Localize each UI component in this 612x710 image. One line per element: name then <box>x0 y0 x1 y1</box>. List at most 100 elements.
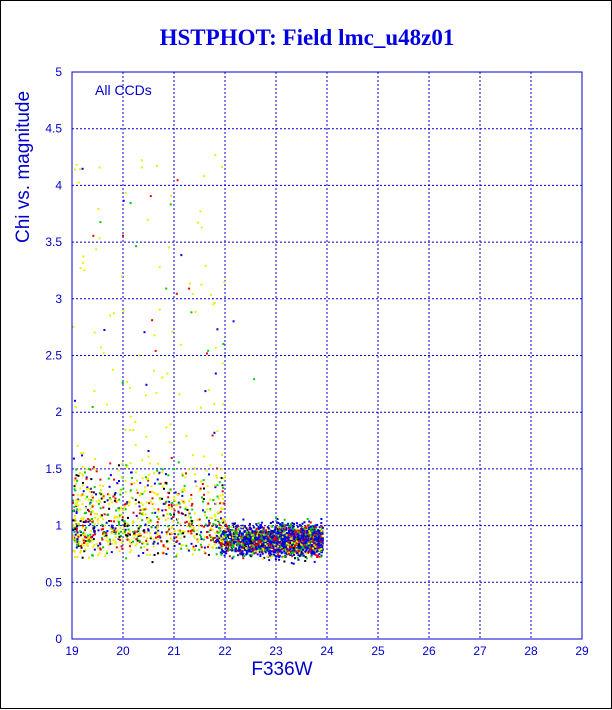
data-point <box>300 536 303 539</box>
data-point <box>142 552 145 554</box>
data-point <box>301 552 304 555</box>
data-point <box>209 509 212 512</box>
data-point <box>145 507 148 510</box>
data-point <box>232 544 235 547</box>
data-point <box>135 471 137 474</box>
data-point <box>137 529 140 531</box>
data-point <box>237 540 240 543</box>
data-point <box>75 508 78 511</box>
data-point <box>143 531 146 534</box>
data-point <box>223 554 226 557</box>
data-point <box>265 529 267 532</box>
data-point <box>274 546 277 549</box>
data-point <box>282 534 285 537</box>
data-point <box>97 544 100 547</box>
data-point <box>169 533 171 536</box>
data-point <box>144 513 147 516</box>
data-point <box>308 528 311 531</box>
data-point <box>308 520 311 523</box>
data-point <box>199 406 202 409</box>
data-point <box>292 528 295 531</box>
data-point <box>112 312 115 315</box>
data-point <box>321 526 324 529</box>
data-point <box>221 520 224 523</box>
data-point <box>233 535 236 538</box>
data-point <box>89 507 92 510</box>
data-point <box>132 520 135 523</box>
data-point <box>285 527 288 530</box>
data-point <box>277 551 280 554</box>
data-point <box>121 519 124 521</box>
data-point <box>204 390 207 393</box>
data-point <box>91 406 94 408</box>
data-point <box>254 530 257 533</box>
data-point <box>151 511 154 514</box>
data-point <box>102 495 105 498</box>
data-point <box>221 549 224 552</box>
data-point <box>138 533 141 536</box>
data-point <box>269 549 271 552</box>
data-point <box>124 522 127 525</box>
data-point <box>264 549 267 552</box>
data-point <box>192 547 195 550</box>
data-point <box>79 530 82 533</box>
data-point <box>123 523 126 526</box>
data-point <box>99 543 102 546</box>
data-point <box>237 537 240 540</box>
data-point <box>283 545 286 548</box>
data-point <box>244 548 246 551</box>
data-point <box>170 507 173 510</box>
data-point <box>156 535 159 538</box>
data-point <box>225 549 228 552</box>
data-point <box>137 530 140 533</box>
data-point <box>122 531 125 534</box>
data-point <box>236 544 239 547</box>
data-point <box>185 506 188 509</box>
data-point <box>295 528 298 531</box>
data-point <box>303 534 305 537</box>
data-point <box>233 522 236 525</box>
data-point <box>279 542 282 545</box>
data-point <box>156 515 159 518</box>
data-point <box>185 435 188 438</box>
data-point <box>222 502 225 505</box>
data-point <box>238 546 241 549</box>
data-point <box>81 167 84 170</box>
y-axis-label: Chi vs. magnitude <box>13 91 34 243</box>
data-point <box>263 538 266 541</box>
data-point <box>311 528 314 531</box>
data-point <box>312 547 314 550</box>
data-point <box>122 520 125 523</box>
data-point <box>214 536 217 539</box>
data-point <box>144 486 147 489</box>
data-point <box>201 483 204 485</box>
data-point <box>74 528 77 531</box>
data-point <box>114 530 117 533</box>
data-point <box>320 525 323 528</box>
data-point <box>141 541 144 544</box>
data-point <box>164 502 166 505</box>
data-point <box>87 508 89 511</box>
data-point <box>312 526 315 528</box>
data-point <box>317 535 320 538</box>
data-point <box>308 539 311 542</box>
data-point <box>251 549 254 552</box>
data-point <box>182 512 184 515</box>
data-point <box>247 534 250 537</box>
data-point <box>75 468 78 471</box>
data-point <box>289 523 292 526</box>
data-point <box>278 529 281 532</box>
data-point <box>296 557 299 560</box>
data-point <box>225 546 228 549</box>
data-point <box>304 543 307 546</box>
data-point <box>311 542 314 545</box>
data-point <box>223 536 226 539</box>
data-point <box>147 455 150 458</box>
data-point <box>80 546 83 549</box>
data-point <box>287 539 290 541</box>
data-point <box>279 535 282 538</box>
data-point <box>280 526 283 529</box>
data-point <box>109 314 112 317</box>
data-point <box>298 540 301 543</box>
